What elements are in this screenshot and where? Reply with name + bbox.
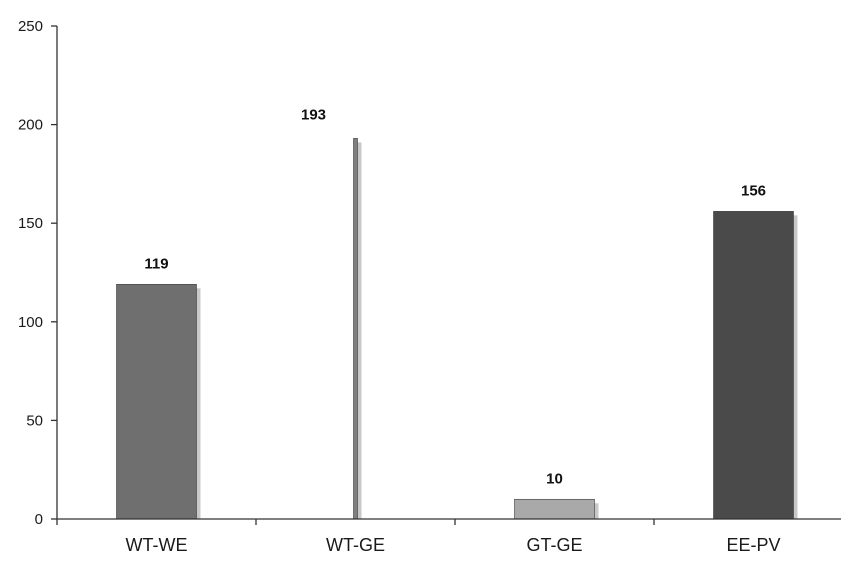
- y-tick-label: 100: [18, 314, 43, 331]
- y-tick-label: 150: [18, 215, 43, 232]
- data-label: 119: [144, 255, 168, 272]
- y-tick-label: 0: [35, 511, 43, 528]
- x-axis-ticks: WT-WE WT-GE GT-GE EE-PV: [56, 519, 781, 555]
- x-tick-label: WT-WE: [126, 535, 188, 555]
- bars: [116, 138, 794, 520]
- y-tick-label: 200: [18, 117, 43, 134]
- bar: [353, 138, 358, 520]
- data-label: 10: [546, 470, 563, 487]
- bar: [514, 498, 595, 520]
- data-label: 156: [741, 182, 766, 199]
- x-tick-label: GT-GE: [526, 535, 582, 555]
- axes: [56, 26, 841, 520]
- y-tick-label: 50: [26, 412, 43, 429]
- bar-shadow: [357, 142, 362, 520]
- x-tick-label: WT-GE: [326, 535, 385, 555]
- y-axis-ticks: 0 50 100 150 200 250: [18, 18, 57, 528]
- x-tick-label: EE-PV: [726, 535, 780, 555]
- data-labels: 119 193 10 156: [144, 106, 766, 487]
- data-label: 193: [301, 106, 326, 123]
- bar-shadows: [120, 142, 798, 520]
- bar: [116, 284, 197, 520]
- bar: [713, 211, 794, 520]
- y-tick-label: 250: [18, 18, 43, 35]
